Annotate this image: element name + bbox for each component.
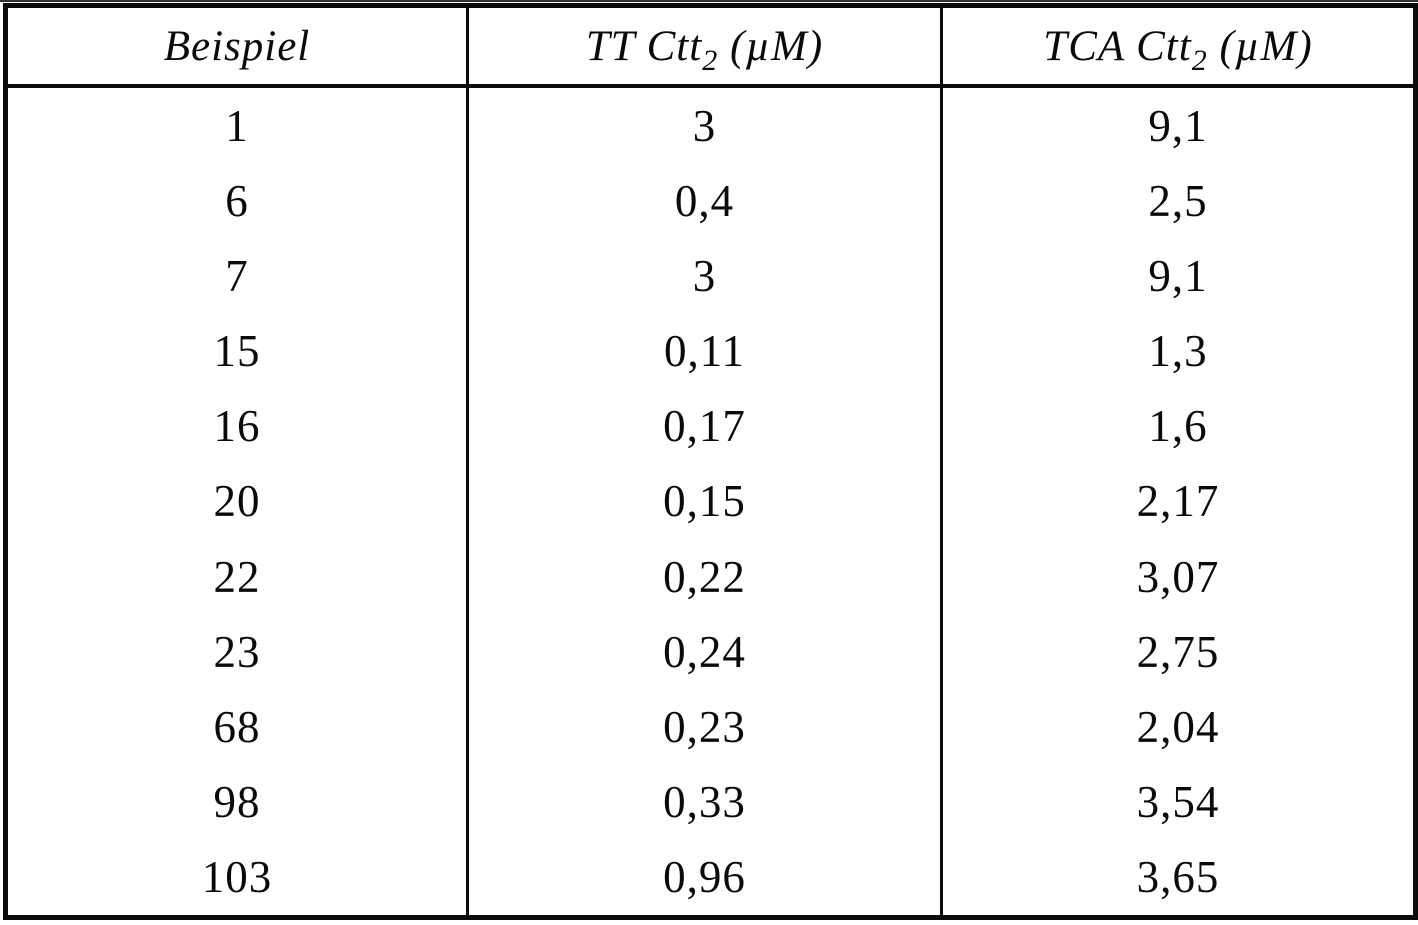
table-cell: 15 [213, 326, 261, 377]
table-cell: 0,4 [466, 163, 942, 239]
table-cell: 20 [213, 476, 261, 527]
table-cell: 9,1 [940, 238, 1416, 314]
table-cell: 103 [201, 852, 273, 903]
table-cell: 3,07 [940, 539, 1416, 615]
table-row: 15 0,11 1,3 [6, 313, 1416, 389]
table-body: 1 3 9,1 6 0,4 2,5 7 3 9,1 15 0,11 1,3 16 0,17 1,6 20 0,1… [6, 86, 1416, 918]
header-text: TCA Ctt [1043, 22, 1192, 70]
table-cell: 16 [213, 401, 261, 452]
table-cell: 2,17 [940, 463, 1416, 540]
scan-artifact-line [0, 0, 1418, 2]
header-text: TT Ctt [585, 22, 703, 70]
table-cell: 3,65 [940, 839, 1416, 918]
table-cell: 0,24 [466, 614, 942, 690]
table-row: 20 0,15 2,17 [6, 463, 1416, 540]
table-cell: 1 [225, 100, 249, 151]
table-cell: 6 [225, 175, 249, 226]
header-cell-tca-ctt2: TCA Ctt2 (µM) [940, 5, 1416, 88]
header-cell-tt-ctt2: TT Ctt2 (µM) [466, 5, 942, 88]
table-cell: 2,5 [940, 163, 1416, 239]
header-cell-beispiel: Beispiel [5, 5, 468, 88]
table-cell: 0,15 [466, 463, 942, 540]
table-cell: 2,75 [940, 614, 1416, 690]
table-cell: 22 [213, 551, 261, 602]
table-cell: 2,04 [940, 689, 1416, 765]
table-cell: 0,33 [466, 764, 942, 840]
table-cell: 0,22 [466, 539, 942, 615]
table-cell: 1,6 [940, 388, 1416, 464]
table-row: 98 0,33 3,54 [6, 764, 1416, 840]
header-unit: (µM) [718, 22, 824, 70]
table-cell: 3 [466, 86, 942, 164]
table-row: 1 3 9,1 [6, 86, 1416, 164]
table-cell: 23 [213, 626, 261, 677]
table-header: Beispiel TT Ctt2 (µM) TCA Ctt2 (µM) [5, 5, 1416, 88]
table-cell: 0,96 [466, 839, 942, 918]
header-row: Beispiel TT Ctt2 (µM) TCA Ctt2 (µM) [5, 5, 1416, 88]
table-cell: 1,3 [940, 313, 1416, 389]
table-cell: 9,1 [940, 86, 1416, 164]
table-cell: 0,11 [466, 313, 942, 389]
table-row: 22 0,22 3,07 [6, 539, 1416, 615]
header-unit: (µM) [1207, 22, 1313, 70]
table-cell: 0,23 [466, 689, 942, 765]
header-subscript: 2 [1191, 43, 1208, 77]
table-cell: 7 [225, 250, 249, 301]
table-cell: 68 [213, 701, 261, 752]
table-row: 103 0,96 3,65 [6, 839, 1416, 918]
table-row: 6 0,4 2,5 [6, 163, 1416, 239]
table-cell: 0,17 [466, 388, 942, 464]
data-table: Beispiel TT Ctt2 (µM) TCA Ctt2 (µM) 1 3 9,… [3, 3, 1418, 920]
table-row: 68 0,23 2,04 [6, 689, 1416, 765]
table-cell: 3 [466, 238, 942, 314]
header-text: Beispiel [163, 22, 311, 70]
table-cell: 98 [213, 777, 261, 828]
table-row: 16 0,17 1,6 [6, 388, 1416, 464]
table-row: 7 3 9,1 [6, 238, 1416, 314]
header-subscript: 2 [702, 43, 719, 77]
table-cell: 3,54 [940, 764, 1416, 840]
table-row: 23 0,24 2,75 [6, 614, 1416, 690]
